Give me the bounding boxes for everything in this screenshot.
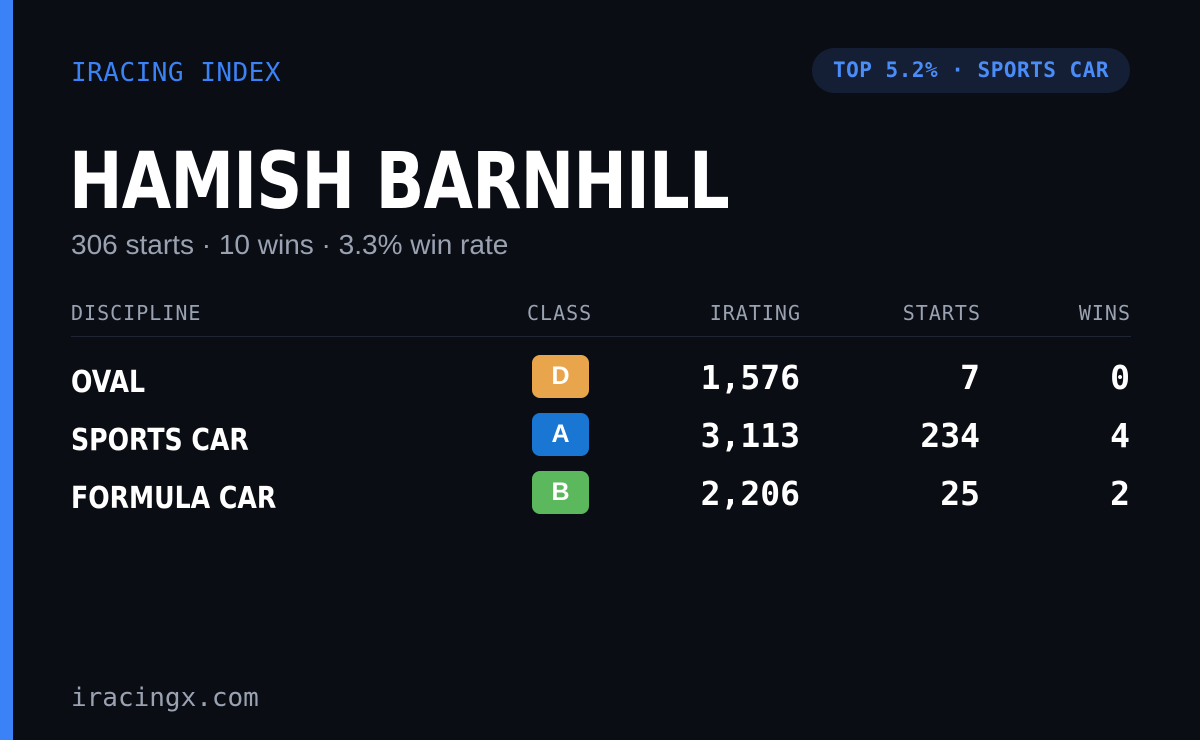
site-url: iracingx.com: [71, 683, 259, 713]
discipline-name: FORMULA CAR: [71, 481, 277, 516]
irating-value: 2,206: [700, 474, 800, 513]
irating-value: 1,576: [700, 358, 800, 397]
wins-value: 0: [1110, 358, 1130, 397]
table-header: DISCIPLINE CLASS IRATING STARTS WINS: [71, 298, 1131, 337]
wins-value: 4: [1110, 416, 1130, 455]
wins-value: 2: [1110, 474, 1130, 513]
starts-value: 7: [960, 358, 980, 397]
irating-value: 3,113: [700, 416, 800, 455]
license-class-badge: B: [532, 471, 589, 514]
starts-value: 25: [940, 474, 980, 513]
driver-name: HAMISH BARNHILL: [69, 137, 730, 227]
header-starts: STARTS: [902, 301, 981, 325]
driver-summary: 306 starts · 10 wins · 3.3% win rate: [71, 229, 509, 260]
license-class-badge: A: [532, 413, 589, 456]
header-class: CLASS: [527, 301, 593, 325]
accent-bar: [0, 0, 13, 740]
header-wins: WINS: [1078, 301, 1131, 325]
rank-badge: TOP 5.2% · SPORTS CAR: [811, 48, 1130, 93]
header-discipline: DISCIPLINE: [71, 301, 202, 325]
table-row: FORMULA CAR B 2,206 25 2: [71, 467, 1131, 525]
discipline-name: SPORTS CAR: [71, 423, 249, 458]
table-body: OVAL D 1,576 7 0 SPORTS CAR A 3,113 234 …: [71, 351, 1131, 525]
stats-table: DISCIPLINE CLASS IRATING STARTS WINS OVA…: [71, 298, 1131, 525]
brand-title: IRACING INDEX: [71, 58, 281, 88]
table-row: OVAL D 1,576 7 0: [71, 351, 1131, 409]
license-class-badge: D: [532, 355, 589, 398]
table-row: SPORTS CAR A 3,113 234 4: [71, 409, 1131, 467]
discipline-name: OVAL: [71, 365, 146, 400]
header-irating: IRATING: [709, 301, 801, 325]
starts-value: 234: [920, 416, 980, 455]
